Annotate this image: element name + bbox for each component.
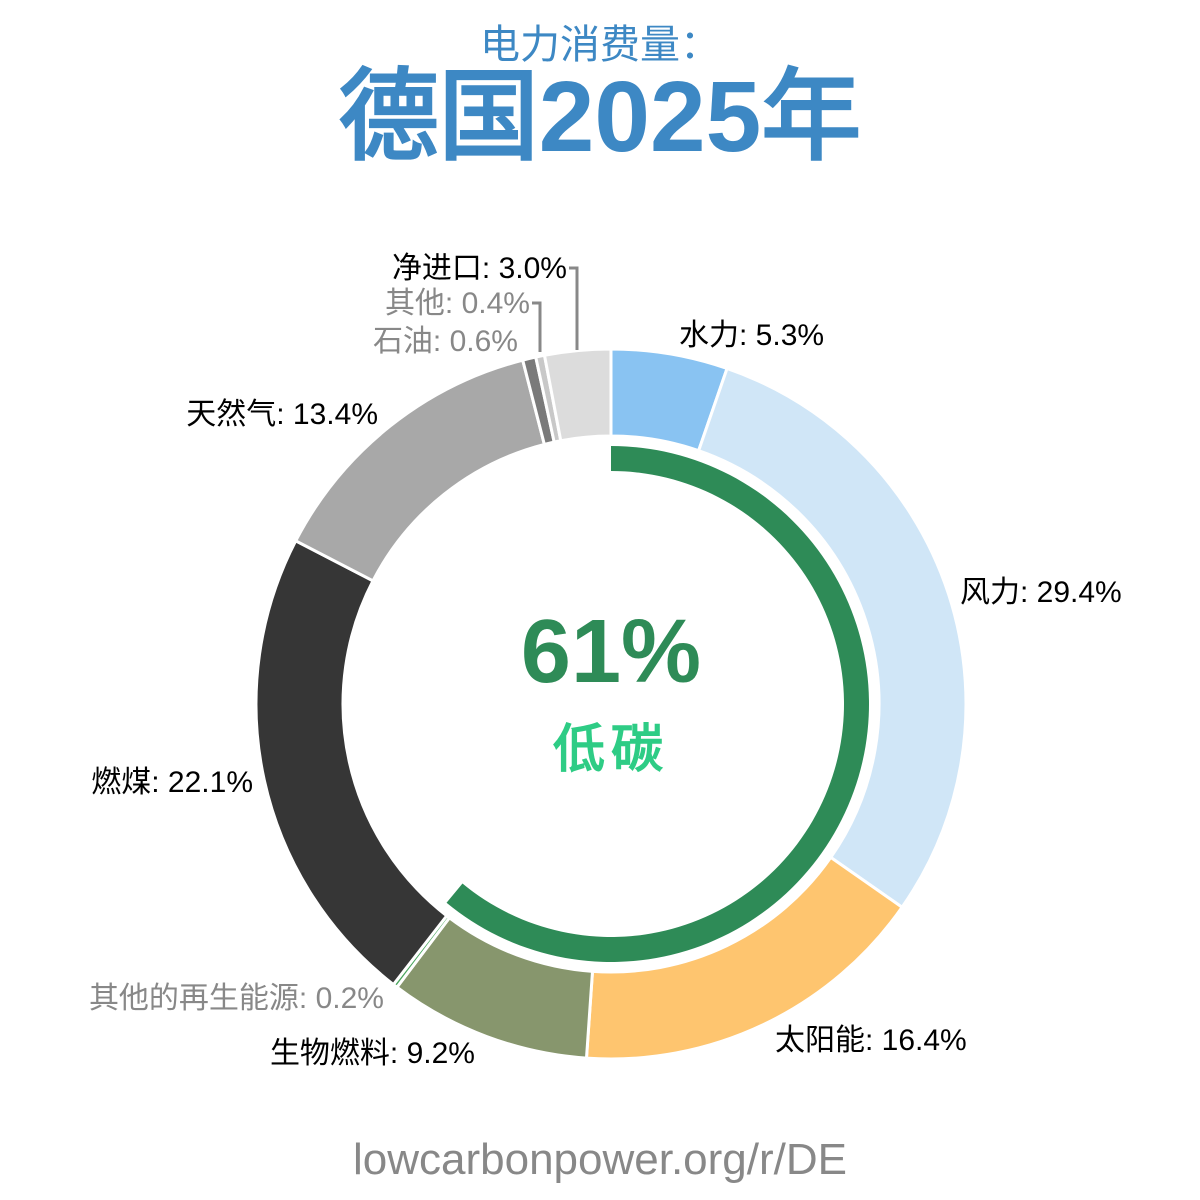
label-other: 其他: 0.4% bbox=[385, 287, 530, 320]
label-gas: 天然气: 13.4% bbox=[186, 398, 378, 431]
chart-title: 德国2025年 bbox=[338, 61, 862, 173]
segment-风力 bbox=[696, 366, 968, 910]
label-solar: 太阳能: 16.4% bbox=[775, 1024, 967, 1057]
label-coal: 燃煤: 22.1% bbox=[91, 766, 253, 799]
leader-line-other bbox=[532, 301, 542, 352]
label-leader-lines bbox=[532, 266, 579, 352]
label-hydro: 水力: 5.3% bbox=[679, 319, 824, 352]
label-net-import: 净进口: 3.0% bbox=[392, 252, 567, 285]
center-label: 低碳 bbox=[553, 721, 669, 779]
source-url: lowcarbonpower.org/r/DE bbox=[352, 1135, 847, 1184]
segment-天然气 bbox=[293, 358, 547, 583]
center-percentage: 61% bbox=[521, 602, 701, 702]
chart-subtitle: 电力消费量： bbox=[480, 23, 720, 67]
label-oil: 石油: 0.6% bbox=[373, 325, 518, 358]
low-carbon-ring bbox=[446, 446, 870, 962]
label-wind: 风力: 29.4% bbox=[960, 576, 1122, 609]
segment-净进口 bbox=[542, 347, 613, 443]
label-biofuel: 生物燃料: 9.2% bbox=[270, 1037, 475, 1070]
leader-line-net-import bbox=[569, 266, 579, 350]
segment-燃煤 bbox=[254, 538, 449, 987]
donut-segments bbox=[254, 347, 968, 1061]
label-other-renewables: 其他的再生能源: 0.2% bbox=[89, 982, 384, 1015]
